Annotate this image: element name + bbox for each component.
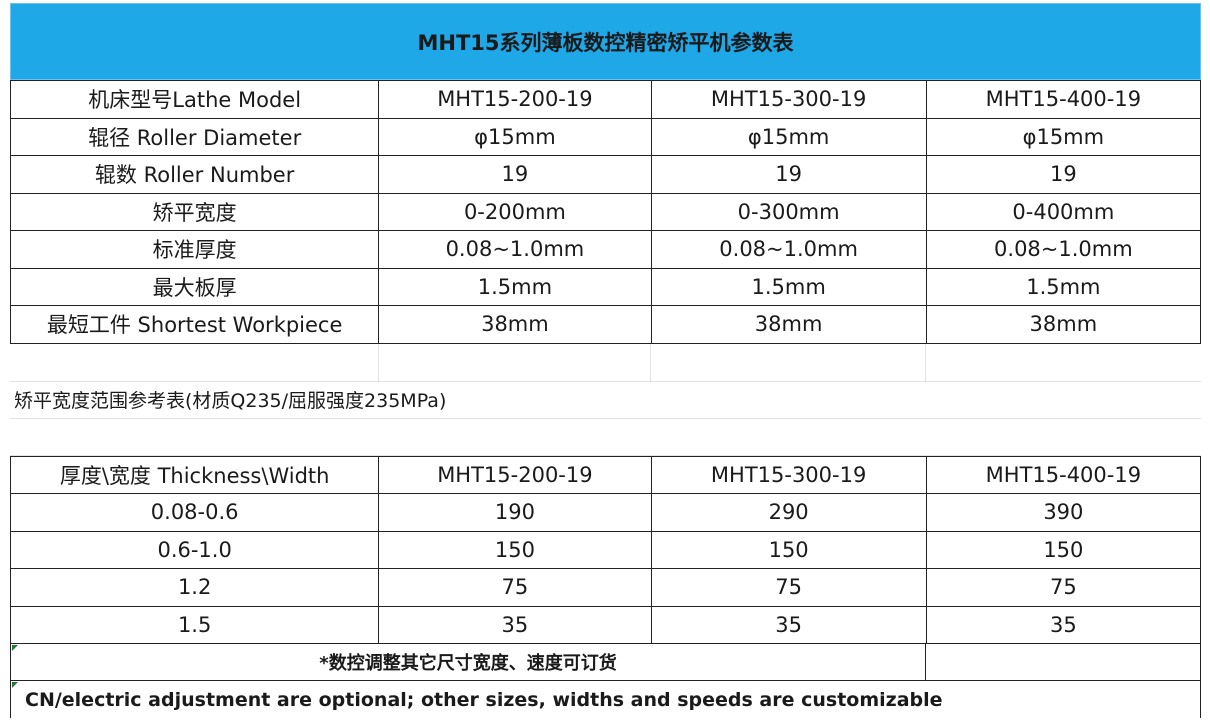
spec-label-cell[interactable]: 最大板厚 xyxy=(9,267,380,306)
width-value-cell[interactable]: 35 xyxy=(378,605,652,644)
spec-value-cell[interactable]: φ15mm xyxy=(378,117,652,156)
spec-value-cell[interactable]: φ15mm xyxy=(925,117,1202,156)
spec-label-cell[interactable]: 辊径 Roller Diameter xyxy=(9,117,380,156)
width-range-table: 厚度\宽度 Thickness\Width MHT15-200-19 MHT15… xyxy=(9,455,1202,645)
thickness-cell[interactable]: 0.08-0.6 xyxy=(9,493,380,532)
width-value-cell[interactable]: 150 xyxy=(650,530,927,569)
table-row: 辊数 Roller Number 19 19 19 xyxy=(9,155,1202,194)
title-cell[interactable]: MHT15系列薄板数控精密矫平机参数表 xyxy=(10,3,1201,80)
spec-value-cell[interactable]: 38mm xyxy=(378,305,652,344)
footer-row-cn: *数控调整其它尺寸宽度、速度可订货 xyxy=(10,644,1201,681)
spec-label-cell[interactable]: 标准厚度 xyxy=(9,230,380,269)
empty-row xyxy=(10,343,1201,382)
column-header[interactable]: MHT15-200-19 xyxy=(378,455,652,494)
width-value-cell[interactable]: 35 xyxy=(650,605,927,644)
footer-cn-cell[interactable]: *数控调整其它尺寸宽度、速度可订货 xyxy=(11,644,926,680)
width-value-cell[interactable]: 190 xyxy=(378,493,652,532)
spec-label-cell[interactable]: 辊数 Roller Number xyxy=(9,155,380,194)
footer-en-note: CN/electric adjustment are optional; oth… xyxy=(25,688,943,711)
spec-label-cell[interactable]: 机床型号Lathe Model xyxy=(9,80,380,119)
spec-value-cell[interactable]: 0-300mm xyxy=(650,192,927,231)
width-value-cell[interactable]: 75 xyxy=(925,568,1202,607)
width-value-cell[interactable]: 150 xyxy=(925,530,1202,569)
spec-value-cell[interactable]: MHT15-400-19 xyxy=(925,80,1202,119)
reference-note: 矫平宽度范围参考表(材质Q235/屈服强度235MPa) xyxy=(14,390,447,412)
table-row: 1.2 75 75 75 xyxy=(9,568,1202,607)
empty-cell[interactable] xyxy=(926,344,1201,381)
spec-value-cell[interactable]: 19 xyxy=(925,155,1202,194)
footer-en-cell[interactable]: CN/electric adjustment are optional; oth… xyxy=(10,681,1201,718)
cell-marker-icon xyxy=(12,645,18,651)
width-value-cell[interactable]: 290 xyxy=(650,493,927,532)
footer-cn-note: *数控调整其它尺寸宽度、速度可订货 xyxy=(319,653,617,674)
page-title: MHT15系列薄板数控精密矫平机参数表 xyxy=(417,30,794,55)
thickness-cell[interactable]: 0.6-1.0 xyxy=(9,530,380,569)
column-header[interactable]: MHT15-400-19 xyxy=(925,455,1202,494)
spec-value-cell[interactable]: 0.08~1.0mm xyxy=(378,230,652,269)
spec-label-cell[interactable]: 最短工件 Shortest Workpiece xyxy=(9,305,380,344)
spec-value-cell[interactable]: 1.5mm xyxy=(650,267,927,306)
cell-marker-icon xyxy=(12,682,18,688)
empty-cell[interactable] xyxy=(379,343,651,381)
empty-cell[interactable] xyxy=(926,644,1200,680)
spec-value-cell[interactable]: MHT15-300-19 xyxy=(650,80,927,119)
table-row: 辊径 Roller Diameter φ15mm φ15mm φ15mm xyxy=(9,117,1202,156)
table-row: 机床型号Lathe Model MHT15-200-19 MHT15-300-1… xyxy=(9,80,1202,119)
spec-value-cell[interactable]: 38mm xyxy=(650,305,927,344)
width-value-cell[interactable]: 35 xyxy=(925,605,1202,644)
width-value-cell[interactable]: 75 xyxy=(650,568,927,607)
table-header-row: 厚度\宽度 Thickness\Width MHT15-200-19 MHT15… xyxy=(9,455,1202,494)
spreadsheet: MHT15系列薄板数控精密矫平机参数表 机床型号Lathe Model MHT1… xyxy=(9,3,1202,718)
width-value-cell[interactable]: 150 xyxy=(378,530,652,569)
spec-value-cell[interactable]: 0-400mm xyxy=(925,192,1202,231)
thickness-cell[interactable]: 1.2 xyxy=(9,568,380,607)
column-header[interactable]: 厚度\宽度 Thickness\Width xyxy=(9,455,380,494)
table-row: 矫平宽度 0-200mm 0-300mm 0-400mm xyxy=(9,192,1202,231)
spec-value-cell[interactable]: 38mm xyxy=(925,305,1202,344)
spec-value-cell[interactable]: 0.08~1.0mm xyxy=(650,230,927,269)
reference-note-cell[interactable]: 矫平宽度范围参考表(材质Q235/屈服强度235MPa) xyxy=(10,382,1201,419)
empty-row[interactable] xyxy=(10,419,1201,456)
thickness-cell[interactable]: 1.5 xyxy=(9,605,380,644)
table-row: 1.5 35 35 35 xyxy=(9,605,1202,644)
spec-value-cell[interactable]: 0-200mm xyxy=(378,192,652,231)
empty-cell[interactable] xyxy=(651,343,926,381)
table-row: 0.6-1.0 150 150 150 xyxy=(9,530,1202,569)
spec-value-cell[interactable]: 19 xyxy=(378,155,652,194)
spec-value-cell[interactable]: 19 xyxy=(650,155,927,194)
table-row: 最短工件 Shortest Workpiece 38mm 38mm 38mm xyxy=(9,305,1202,344)
table-row: 0.08-0.6 190 290 390 xyxy=(9,493,1202,532)
spec-label-cell[interactable]: 矫平宽度 xyxy=(9,192,380,231)
empty-cell[interactable] xyxy=(10,343,379,381)
spec-value-cell[interactable]: 1.5mm xyxy=(925,267,1202,306)
table-row: 标准厚度 0.08~1.0mm 0.08~1.0mm 0.08~1.0mm xyxy=(9,230,1202,269)
width-value-cell[interactable]: 75 xyxy=(378,568,652,607)
column-header[interactable]: MHT15-300-19 xyxy=(650,455,927,494)
spec-value-cell[interactable]: φ15mm xyxy=(650,117,927,156)
width-value-cell[interactable]: 390 xyxy=(925,493,1202,532)
table-row: 最大板厚 1.5mm 1.5mm 1.5mm xyxy=(9,267,1202,306)
spec-value-cell[interactable]: MHT15-200-19 xyxy=(378,80,652,119)
spec-table: 机床型号Lathe Model MHT15-200-19 MHT15-300-1… xyxy=(9,80,1202,344)
spec-value-cell[interactable]: 1.5mm xyxy=(378,267,652,306)
spec-value-cell[interactable]: 0.08~1.0mm xyxy=(925,230,1202,269)
